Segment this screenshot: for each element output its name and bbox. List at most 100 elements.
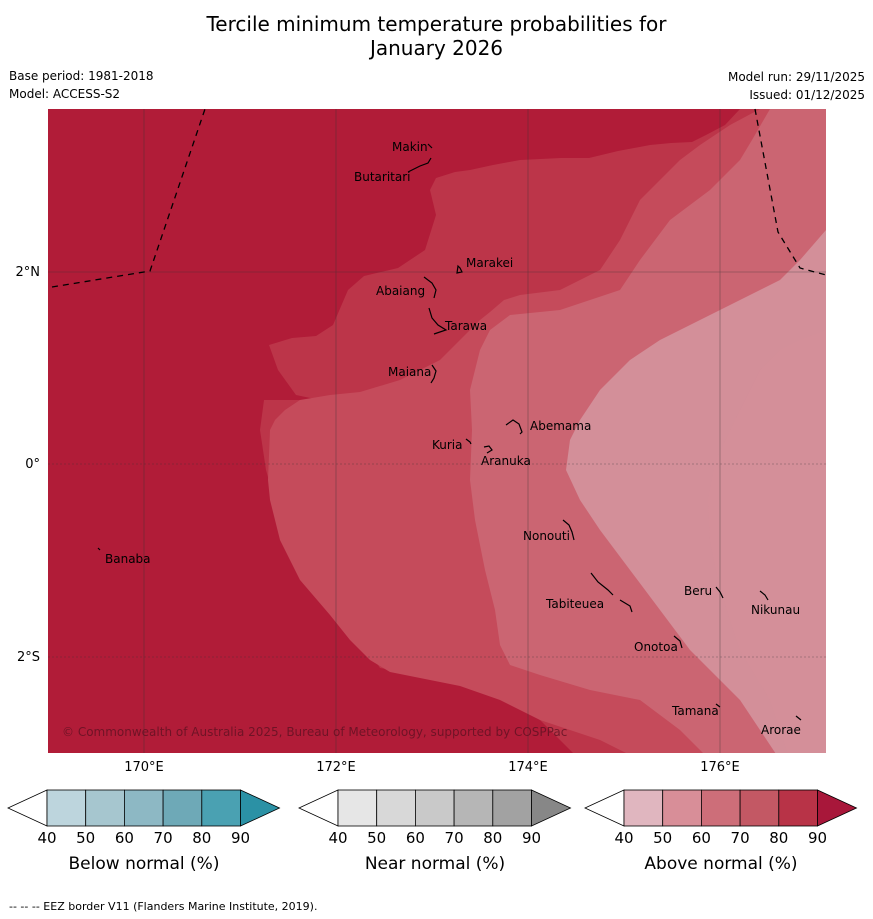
colorbar-above-tick: 80	[769, 829, 789, 847]
colorbar-near-tick: 50	[367, 829, 387, 847]
eez-note: -- -- -- EEZ border V11 (Flanders Marine…	[9, 900, 318, 913]
island-nikunau	[759, 590, 769, 601]
title-line-1: Tercile minimum temperature probabilitie…	[206, 12, 667, 36]
colorbar-below-tick: 90	[230, 829, 251, 847]
label-tabiteuea: Tabiteuea	[545, 597, 604, 611]
colorbar-near-bin-4	[492, 789, 532, 827]
colorbar-above-over-arrow	[817, 789, 858, 827]
colorbar-near-tick: 40	[328, 829, 348, 847]
colorbar-near-bin-0	[337, 789, 378, 827]
colorbars	[7, 789, 858, 827]
colorbar-below-bin-0	[46, 789, 87, 827]
label-maiana: Maiana	[388, 365, 431, 379]
island-abaiang	[423, 276, 437, 299]
map-title: Tercile minimum temperature probabilitie…	[0, 12, 873, 60]
label-tarawa: Tarawa	[444, 319, 487, 333]
colorbar-below-tick: 60	[114, 829, 134, 847]
colorbar-near-tick: 60	[405, 829, 425, 847]
gridlines	[48, 109, 826, 753]
colorbar-label-below: Below normal (%)	[68, 854, 220, 874]
label-arorae: Arorae	[761, 723, 801, 737]
colorbar-near-bin-2	[414, 789, 455, 827]
colorbar-below	[7, 789, 281, 827]
lon-label-170e: 170°E	[124, 760, 164, 775]
lon-label-172e: 172°E	[316, 760, 356, 775]
colorbar-above-bin-1	[662, 789, 702, 827]
colorbar-above-tick: 60	[691, 829, 711, 847]
colorbar-above-bin-0	[623, 789, 664, 827]
lon-label-174e: 174°E	[508, 760, 548, 775]
island-butaritari	[407, 157, 432, 173]
colorbar-near-tick: 70	[444, 829, 464, 847]
island-maiana	[430, 364, 437, 384]
label-onotoa: Onotoa	[634, 640, 678, 654]
island-tabiteuea	[590, 572, 633, 613]
colorbar-below-tick: 40	[37, 829, 57, 847]
label-makin: Makin	[392, 140, 428, 154]
label-kuria: Kuria	[432, 438, 463, 452]
colorbar-above-tick: 40	[614, 829, 634, 847]
label-nonouti: Nonouti	[523, 529, 570, 543]
copyright-notice: © Commonwealth of Australia 2025, Bureau…	[62, 725, 567, 739]
island-onotoa	[673, 635, 683, 649]
colorbar-near-bin-3	[453, 789, 494, 827]
island-nonouti	[562, 519, 575, 541]
eez-borders	[51, 108, 827, 288]
colorbar-near-over-arrow	[531, 789, 572, 827]
colorbar-below-bin-1	[85, 789, 125, 827]
island-tamana	[715, 703, 721, 708]
colorbar-near-bin-1	[376, 789, 416, 827]
lat-label-0: 0°	[25, 457, 40, 472]
label-nikunau: Nikunau	[751, 603, 800, 617]
colorbar-below-tick: 80	[192, 829, 212, 847]
issued-date: Issued: 01/12/2025	[749, 88, 865, 102]
label-aranuka: Aranuka	[481, 454, 531, 468]
eez-border-east	[754, 108, 827, 276]
colorbar-below-tick: 50	[76, 829, 96, 847]
colorbar-near-tick: 80	[483, 829, 503, 847]
colorbar-label-near: Near normal (%)	[364, 854, 506, 874]
colorbar-above	[584, 789, 858, 827]
colorbar-near	[298, 789, 572, 827]
island-arorae	[795, 715, 802, 721]
lon-label-176e: 176°E	[700, 760, 740, 775]
probability-fields	[48, 109, 826, 753]
island-labels: Makin Butaritari Marakei Abaiang Tarawa …	[105, 140, 801, 737]
colorbar-near-tick: 90	[521, 829, 542, 847]
colorbar-below-under-arrow	[7, 789, 48, 827]
colorbar-above-tick: 50	[653, 829, 673, 847]
model-name: Model: ACCESS-S2	[9, 87, 121, 101]
island-marakei	[456, 264, 463, 274]
colorbar-below-over-arrow	[240, 789, 281, 827]
colorbar-above-bin-2	[701, 789, 741, 827]
island-makin	[427, 143, 433, 149]
colorbar-above-tick: 70	[730, 829, 750, 847]
label-marakei: Marakei	[466, 256, 513, 270]
base-period: Base period: 1981-2018	[9, 69, 154, 83]
colorbar-below-bin-4	[201, 789, 241, 827]
label-beru: Beru	[684, 584, 712, 598]
colorbar-below-tick: 70	[153, 829, 173, 847]
lat-label-2n: 2°N	[15, 265, 41, 280]
island-banaba	[97, 547, 101, 551]
island-abemama	[505, 419, 523, 435]
lat-label-2s: 2°S	[16, 650, 40, 665]
model-run: Model run: 29/11/2025	[727, 70, 865, 84]
field-40	[708, 330, 826, 753]
label-abaiang: Abaiang	[376, 284, 425, 298]
island-aranuka	[483, 445, 493, 454]
island-outlines	[97, 143, 802, 721]
colorbar-below-bin-3	[162, 789, 203, 827]
colorbar-above-bin-3	[739, 789, 780, 827]
colorbar-above-under-arrow	[584, 789, 625, 827]
label-banaba: Banaba	[105, 552, 151, 566]
island-beru	[715, 586, 724, 599]
eez-border-west	[51, 108, 206, 288]
label-abemama: Abemama	[530, 419, 591, 433]
island-tarawa	[428, 307, 448, 335]
colorbar-below-bin-2	[124, 789, 164, 827]
colorbar-near-under-arrow	[298, 789, 339, 827]
colorbar-above-bin-4	[778, 789, 818, 827]
colorbar-label-above: Above normal (%)	[644, 854, 798, 874]
